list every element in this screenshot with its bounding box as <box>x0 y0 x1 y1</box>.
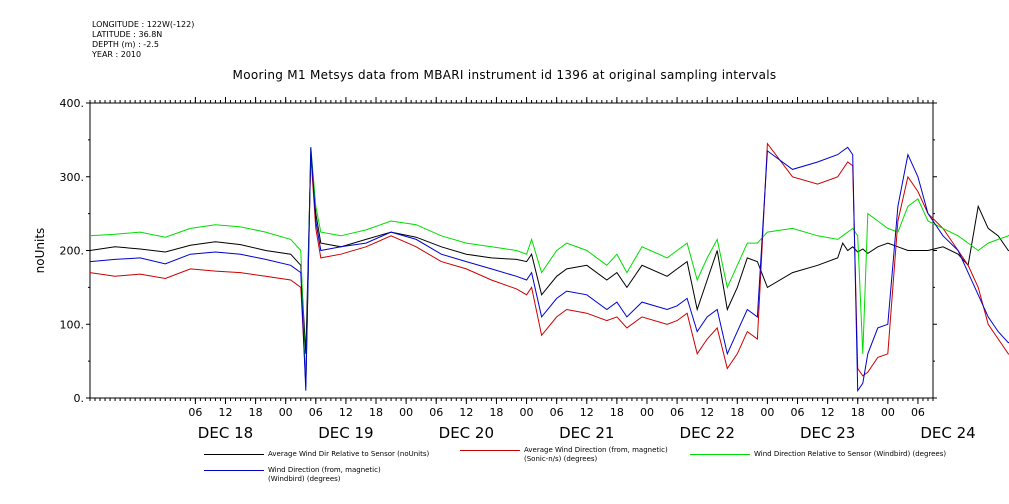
x-tick-label: 06 <box>429 406 443 419</box>
x-tick-label: 18 <box>489 406 503 419</box>
chart-title: Mooring M1 Metsys data from MBARI instru… <box>232 68 777 82</box>
x-tick-label: 06 <box>188 406 202 419</box>
x-tick-label: 12 <box>700 406 714 419</box>
header-meta: LONGITUDE : 122W(-122) LATITUDE : 36.8N … <box>92 20 194 60</box>
legend-label: Average Wind Direction (from, magnetic) … <box>524 446 668 463</box>
x-tick-label: 06 <box>911 406 925 419</box>
plot-frame <box>89 102 934 399</box>
meta-longitude: LONGITUDE : 122W(-122) <box>92 20 195 29</box>
x-tick-label: 18 <box>730 406 744 419</box>
y-axis-label: noUnits <box>33 228 47 274</box>
legend-label: Wind Direction Relative to Sensor (Windb… <box>754 450 947 458</box>
x-tick-label: 00 <box>399 406 413 419</box>
x-tick-label: 18 <box>610 406 624 419</box>
legend-entry-black: Average Wind Dir Relative to Sensor (noU… <box>204 450 429 459</box>
series-line-2 <box>89 147 1009 387</box>
x-tick-label: 00 <box>520 406 534 419</box>
x-tick-label: 00 <box>640 406 654 419</box>
y-tick-label: 0. <box>74 392 85 405</box>
x-day-label: DEC 20 <box>439 424 494 442</box>
series-line-3 <box>89 146 1009 393</box>
y-tick-label: 300. <box>60 171 85 184</box>
legend-entry-red: Average Wind Direction (from, magnetic) … <box>460 446 690 464</box>
legend-entry-blue: Wind Direction (from, magnetic) (Windbir… <box>204 466 434 484</box>
x-tick-label: 12 <box>218 406 232 419</box>
legend-swatch <box>204 453 264 455</box>
meta-year: YEAR : 2010 <box>92 50 142 59</box>
x-day-label: DEC 23 <box>800 424 855 442</box>
x-tick-label: 18 <box>851 406 865 419</box>
x-tick-label: 00 <box>279 406 293 419</box>
x-tick-label: 06 <box>550 406 564 419</box>
legend-label: Wind Direction (from, magnetic) (Windbir… <box>268 466 381 483</box>
x-day-label: DEC 21 <box>559 424 614 442</box>
legend-entry-green: Wind Direction Relative to Sensor (Windb… <box>690 450 946 459</box>
legend-swatch <box>460 449 520 451</box>
meta-depth: DEPTH (m) : -2.5 <box>92 40 159 49</box>
x-tick-label: 12 <box>580 406 594 419</box>
x-day-label: DEC 22 <box>680 424 735 442</box>
x-tick-label: 12 <box>821 406 835 419</box>
x-tick-label: 18 <box>369 406 383 419</box>
x-tick-label: 06 <box>309 406 323 419</box>
x-tick-label: 06 <box>791 406 805 419</box>
series-line-0 <box>89 154 1009 354</box>
series-line-1 <box>89 142 1009 384</box>
x-tick-label: 06 <box>670 406 684 419</box>
x-tick-label: 12 <box>459 406 473 419</box>
y-tick-label: 200. <box>60 245 85 258</box>
x-day-label: DEC 19 <box>318 424 373 442</box>
x-tick-label: 18 <box>249 406 263 419</box>
y-tick-label: 100. <box>60 318 85 331</box>
x-tick-label: 00 <box>881 406 895 419</box>
legend-swatch <box>690 453 750 455</box>
meta-latitude: LATITUDE : 36.8N <box>92 30 163 39</box>
legend-label: Average Wind Dir Relative to Sensor (noU… <box>268 450 430 458</box>
x-day-label: DEC 18 <box>198 424 253 442</box>
legend-swatch <box>204 469 264 471</box>
x-tick-label: 00 <box>760 406 774 419</box>
x-day-label: DEC 24 <box>920 424 975 442</box>
y-tick-label: 400. <box>60 97 85 110</box>
x-tick-label: 12 <box>339 406 353 419</box>
